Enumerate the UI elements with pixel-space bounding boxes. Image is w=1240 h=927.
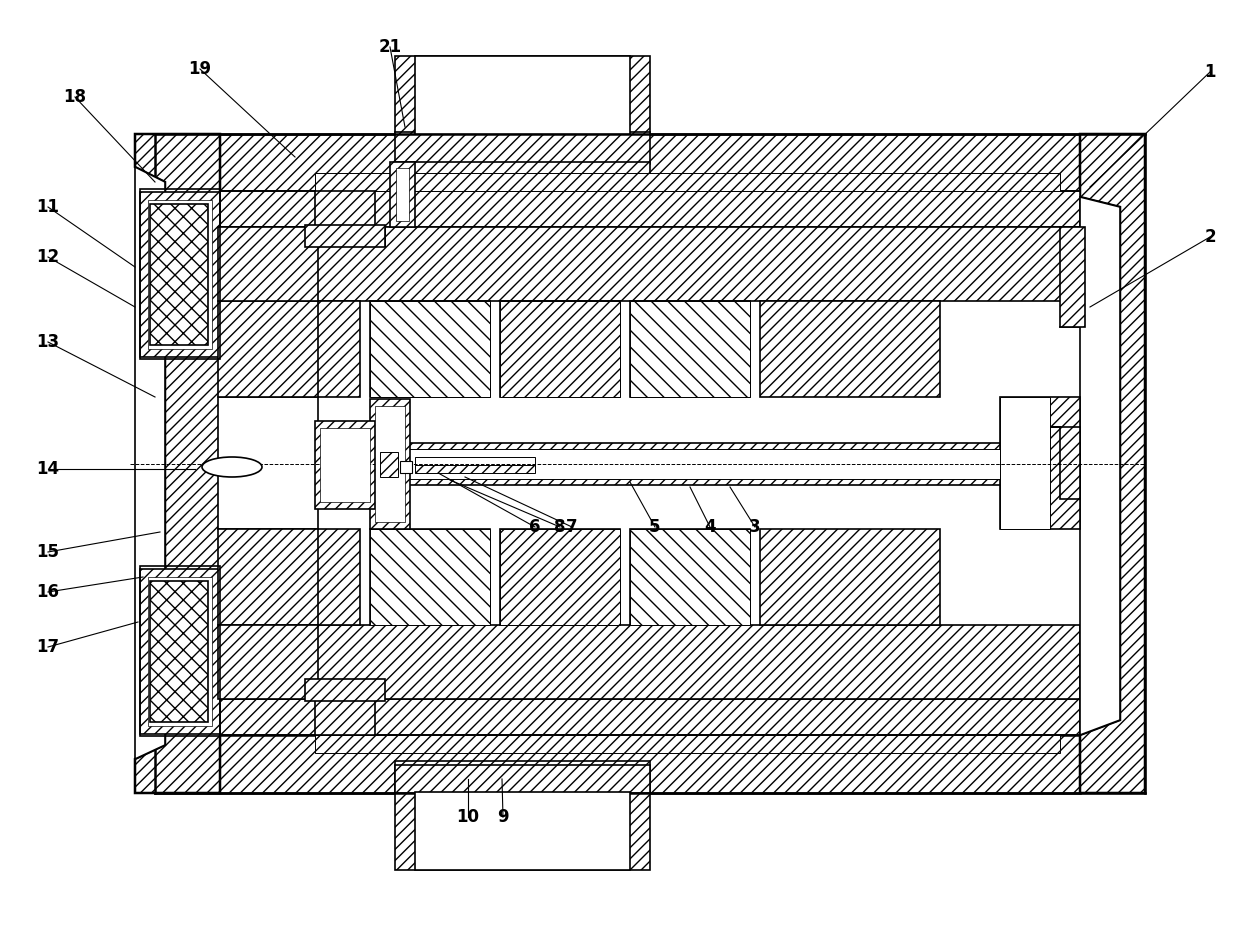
Bar	[370, 529, 490, 625]
Text: 17: 17	[36, 638, 60, 656]
Polygon shape	[630, 301, 750, 397]
Bar	[415, 56, 630, 134]
Text: 7: 7	[567, 518, 578, 536]
Bar	[219, 301, 360, 397]
Text: 11: 11	[36, 198, 60, 216]
Bar	[148, 577, 212, 726]
Text: 12: 12	[36, 248, 60, 266]
Bar	[305, 225, 384, 247]
Polygon shape	[1050, 427, 1080, 499]
Bar	[140, 566, 219, 736]
Bar	[315, 421, 374, 509]
Polygon shape	[500, 301, 620, 397]
Bar	[396, 132, 650, 164]
Bar	[150, 204, 208, 345]
Bar	[219, 625, 1080, 699]
Polygon shape	[370, 301, 490, 397]
Bar	[379, 452, 398, 477]
Bar	[219, 529, 360, 625]
Bar	[140, 569, 219, 734]
Bar	[219, 191, 1080, 227]
Ellipse shape	[202, 457, 262, 477]
Bar	[315, 699, 374, 735]
Bar	[305, 679, 384, 701]
Bar	[148, 200, 212, 349]
Text: 9: 9	[497, 808, 508, 826]
Bar	[320, 449, 999, 479]
Bar	[415, 457, 534, 465]
Text: 5: 5	[650, 518, 661, 536]
Bar	[999, 397, 1050, 529]
Bar	[370, 399, 410, 529]
Text: 4: 4	[704, 518, 715, 536]
Bar	[401, 461, 412, 473]
Bar	[315, 173, 1060, 191]
Text: 21: 21	[378, 38, 402, 56]
Text: 16: 16	[36, 583, 60, 601]
Bar	[396, 162, 650, 192]
Text: 2: 2	[1204, 228, 1215, 246]
Bar	[218, 529, 317, 625]
Bar	[500, 529, 620, 625]
Bar	[396, 56, 650, 134]
Bar	[999, 397, 1080, 529]
Bar	[374, 406, 405, 522]
Bar	[219, 699, 1080, 735]
Bar	[150, 581, 208, 722]
Bar	[396, 792, 650, 870]
Bar	[1060, 227, 1085, 327]
Text: 18: 18	[63, 88, 87, 106]
Polygon shape	[135, 134, 219, 793]
Bar	[396, 765, 650, 793]
Bar	[140, 192, 219, 357]
Text: 10: 10	[456, 808, 480, 826]
Bar	[219, 227, 1080, 301]
Bar	[370, 301, 490, 397]
Bar	[218, 301, 317, 397]
Bar	[396, 761, 650, 793]
Bar	[415, 792, 630, 870]
Bar	[219, 443, 1080, 485]
Bar	[320, 428, 370, 502]
Text: 8: 8	[554, 518, 565, 536]
Bar	[155, 134, 1080, 192]
Bar	[391, 162, 415, 227]
Bar	[218, 397, 317, 529]
Polygon shape	[1080, 134, 1145, 793]
Text: 13: 13	[36, 333, 60, 351]
Polygon shape	[630, 529, 750, 625]
Polygon shape	[500, 529, 620, 625]
Text: 6: 6	[529, 518, 541, 536]
Bar	[218, 227, 317, 301]
Bar	[315, 735, 1060, 753]
Bar	[760, 301, 940, 397]
Bar	[218, 625, 317, 699]
Bar	[396, 168, 409, 221]
Bar	[630, 529, 750, 625]
Text: 3: 3	[749, 518, 761, 536]
Polygon shape	[370, 529, 490, 625]
Polygon shape	[1080, 197, 1120, 735]
Text: 1: 1	[1204, 63, 1215, 81]
Text: 19: 19	[188, 60, 212, 78]
Bar	[155, 735, 1080, 793]
Bar	[760, 529, 940, 625]
Bar	[630, 301, 750, 397]
Bar	[500, 301, 620, 397]
Text: 14: 14	[36, 460, 60, 478]
Text: 15: 15	[36, 543, 60, 561]
Bar	[415, 465, 534, 473]
Bar	[315, 191, 374, 227]
Bar	[140, 189, 219, 359]
Polygon shape	[135, 167, 165, 759]
